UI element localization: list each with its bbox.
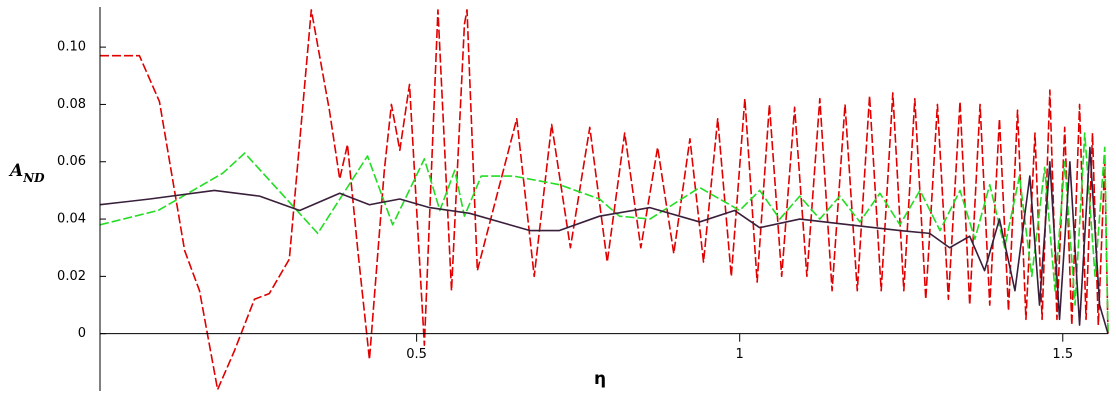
- x-tick-label: 0.5: [406, 347, 427, 362]
- x-tick-label: 1.5: [1052, 347, 1073, 362]
- y-tick-label: 0.08: [57, 97, 86, 112]
- series-line: [99, 132, 1109, 334]
- x-tick-label: 1: [736, 347, 744, 362]
- y-axis-label: AND: [8, 161, 45, 185]
- y-tick-label: 0.10: [57, 40, 86, 55]
- series-line: [99, 146, 1109, 334]
- y-tick-label: 0.02: [57, 269, 86, 284]
- y-axis-label-main: A: [8, 161, 23, 181]
- series-line: [100, 9, 1109, 391]
- x-axis-label: η: [594, 369, 606, 389]
- y-tick-label: 0: [78, 326, 86, 341]
- y-tick-label: 0.04: [57, 212, 86, 227]
- y-tick-label: 0.06: [57, 154, 86, 169]
- y-axis-label-subscript: ND: [22, 171, 45, 185]
